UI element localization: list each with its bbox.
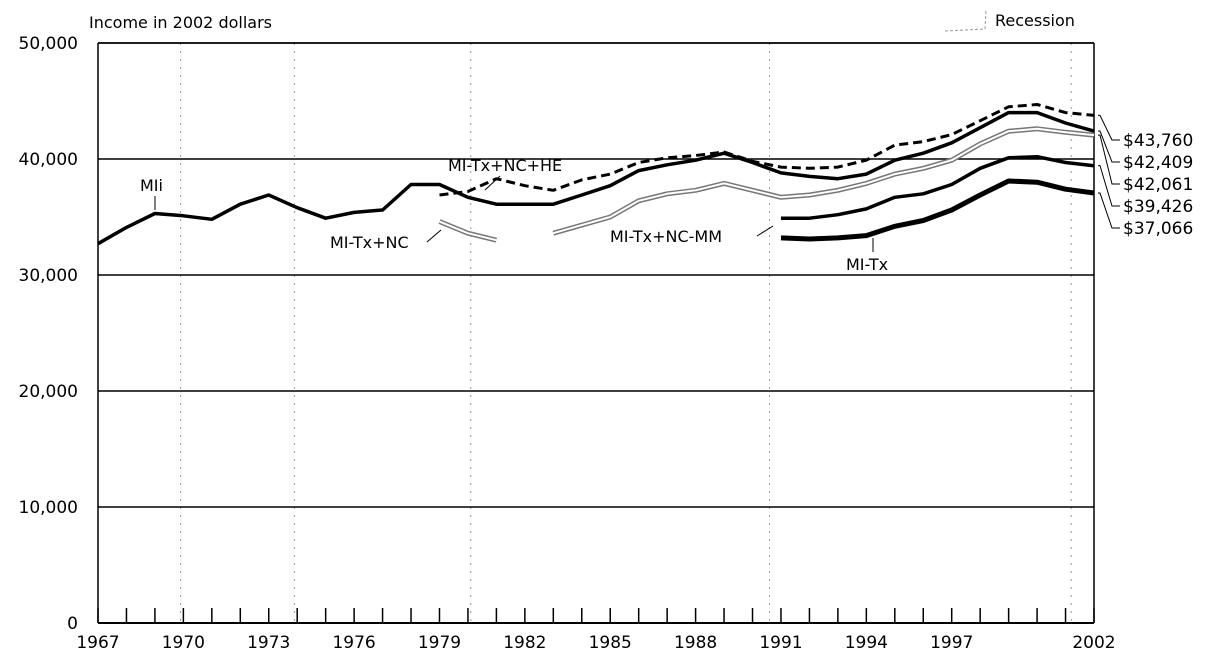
x-tick-label-2002: 2002 <box>1072 633 1115 653</box>
y-axis-title: Income in 2002 dollars <box>89 13 272 32</box>
series-mi-tx-nc <box>438 126 1095 243</box>
end-label-leader-2 <box>1098 134 1120 185</box>
x-tick-label-1979: 1979 <box>418 633 461 653</box>
x-tick-label-1985: 1985 <box>589 633 632 653</box>
series-line-mi-tx-0 <box>780 178 1095 242</box>
end-label-2: $42,061 <box>1123 175 1193 195</box>
end-label-0: $43,760 <box>1123 131 1193 151</box>
legend-recession-swatch <box>944 9 987 32</box>
end-label-leader-1 <box>1098 130 1120 163</box>
y-tick-label-30000: 30,000 <box>19 266 78 286</box>
x-tick-label-1991: 1991 <box>759 633 802 653</box>
y-tick-label-40000: 40,000 <box>19 150 78 170</box>
series-mi-tx <box>780 178 1095 242</box>
series-label-mi-tx-nc-mm: MI-Tx+NC-MM <box>610 227 722 246</box>
series-mi-tx-nc-he <box>439 103 1095 197</box>
series-label-leader-mi-tx-nc <box>426 229 442 243</box>
x-tick-label-1997: 1997 <box>930 633 973 653</box>
series-mi-tx-nc-mm <box>781 154 1095 220</box>
y-tick-label-20000: 20,000 <box>19 382 78 402</box>
series-line-mii-0 <box>97 110 1095 246</box>
end-label-3: $39,426 <box>1123 197 1193 217</box>
series-mii <box>97 110 1095 246</box>
y-tick-label-50000: 50,000 <box>19 34 78 54</box>
series-line-mi-tx-nc-he-0 <box>439 103 1095 197</box>
x-tick-label-1973: 1973 <box>247 633 290 653</box>
series-line-inner-mi-tx-nc-0 <box>439 220 497 242</box>
end-label-leader-3 <box>1098 165 1120 207</box>
series-line-mi-tx-nc-mm-0 <box>781 154 1095 220</box>
x-tick-label-1982: 1982 <box>503 633 546 653</box>
end-label-leader-0 <box>1098 114 1120 141</box>
series-label-leader-mi-tx-nc-he <box>484 175 501 191</box>
series-label-mi-tx-nc: MI-Tx+NC <box>330 233 409 252</box>
x-tick-label-1976: 1976 <box>332 633 375 653</box>
end-label-leader-4 <box>1098 192 1120 229</box>
legend: Recession <box>944 9 1075 32</box>
series-label-mi-tx: MI-Tx <box>846 255 888 274</box>
series-label-leader-mi-tx-nc-mm <box>756 225 774 237</box>
series-label-mii: MIi <box>140 176 163 195</box>
x-tick-label-1970: 1970 <box>162 633 205 653</box>
y-tick-label-0: 0 <box>67 614 78 634</box>
x-tick-label-1994: 1994 <box>845 633 888 653</box>
y-tick-label-10000: 10,000 <box>19 498 78 518</box>
legend-recession-label: Recession <box>995 11 1075 30</box>
series-label-mi-tx-nc-he: MI-Tx+NC+HE <box>448 156 562 175</box>
x-tick-label-1967: 1967 <box>76 633 119 653</box>
series-line-inner-mi-tx-nc-1 <box>553 127 1095 235</box>
end-label-1: $42,409 <box>1123 153 1193 173</box>
x-tick-label-1988: 1988 <box>674 633 717 653</box>
end-label-4: $37,066 <box>1123 219 1193 239</box>
